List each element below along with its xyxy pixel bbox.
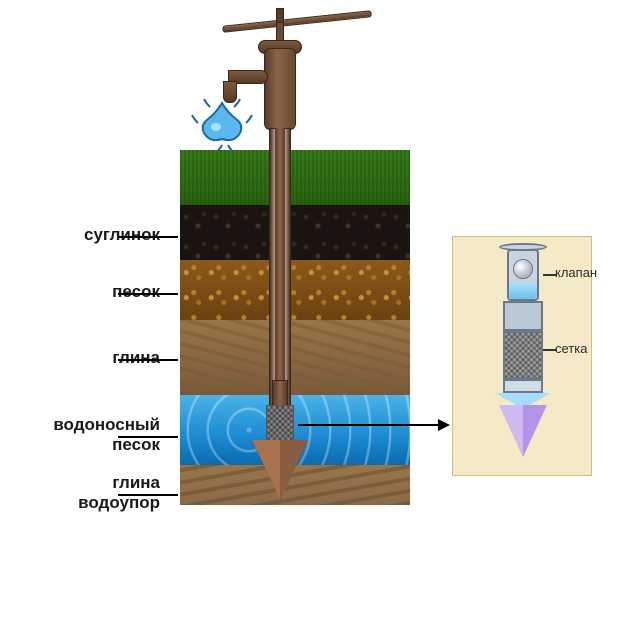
detail-valve-ball [513, 259, 533, 279]
detail-cone [499, 405, 547, 457]
label-aquiclude: глинаводоупор [40, 473, 160, 512]
label-clay: глина [60, 348, 160, 368]
layer-sand [180, 260, 410, 320]
leader-clay [118, 359, 178, 361]
pump-lever [222, 10, 372, 33]
well-drive-point [252, 440, 308, 500]
label-sand: песок [60, 282, 160, 302]
detail-neck [503, 379, 543, 393]
detail-leader-valve [543, 274, 557, 276]
detail-leader-mesh [543, 349, 557, 351]
pump-stem [276, 22, 284, 42]
detail-label-valve: клапан [555, 265, 597, 280]
leader-aquifer [118, 436, 178, 438]
layer-clay [180, 320, 410, 395]
detail-panel: клапан сетка [452, 236, 592, 476]
callout-arrow [298, 424, 448, 426]
leader-loam [118, 236, 178, 238]
pump-body [264, 48, 296, 130]
detail-water-top [509, 283, 537, 299]
water-splash-icon [190, 95, 254, 150]
label-aquifer: водоносныйпесок [30, 415, 160, 454]
label-loam: суглинок [60, 225, 160, 245]
well-pipe [275, 128, 285, 408]
detail-mesh [503, 331, 543, 379]
layer-loam [180, 205, 410, 260]
well-filter-mesh [266, 405, 294, 445]
diagram-canvas: суглинок песок глина водоносныйпесок гли… [0, 0, 640, 640]
layer-grass [180, 150, 410, 205]
leader-sand [118, 293, 178, 295]
detail-tube [503, 301, 543, 331]
detail-label-mesh: сетка [555, 341, 587, 356]
leader-aquiclude [118, 494, 178, 496]
pump-spout [228, 70, 268, 84]
